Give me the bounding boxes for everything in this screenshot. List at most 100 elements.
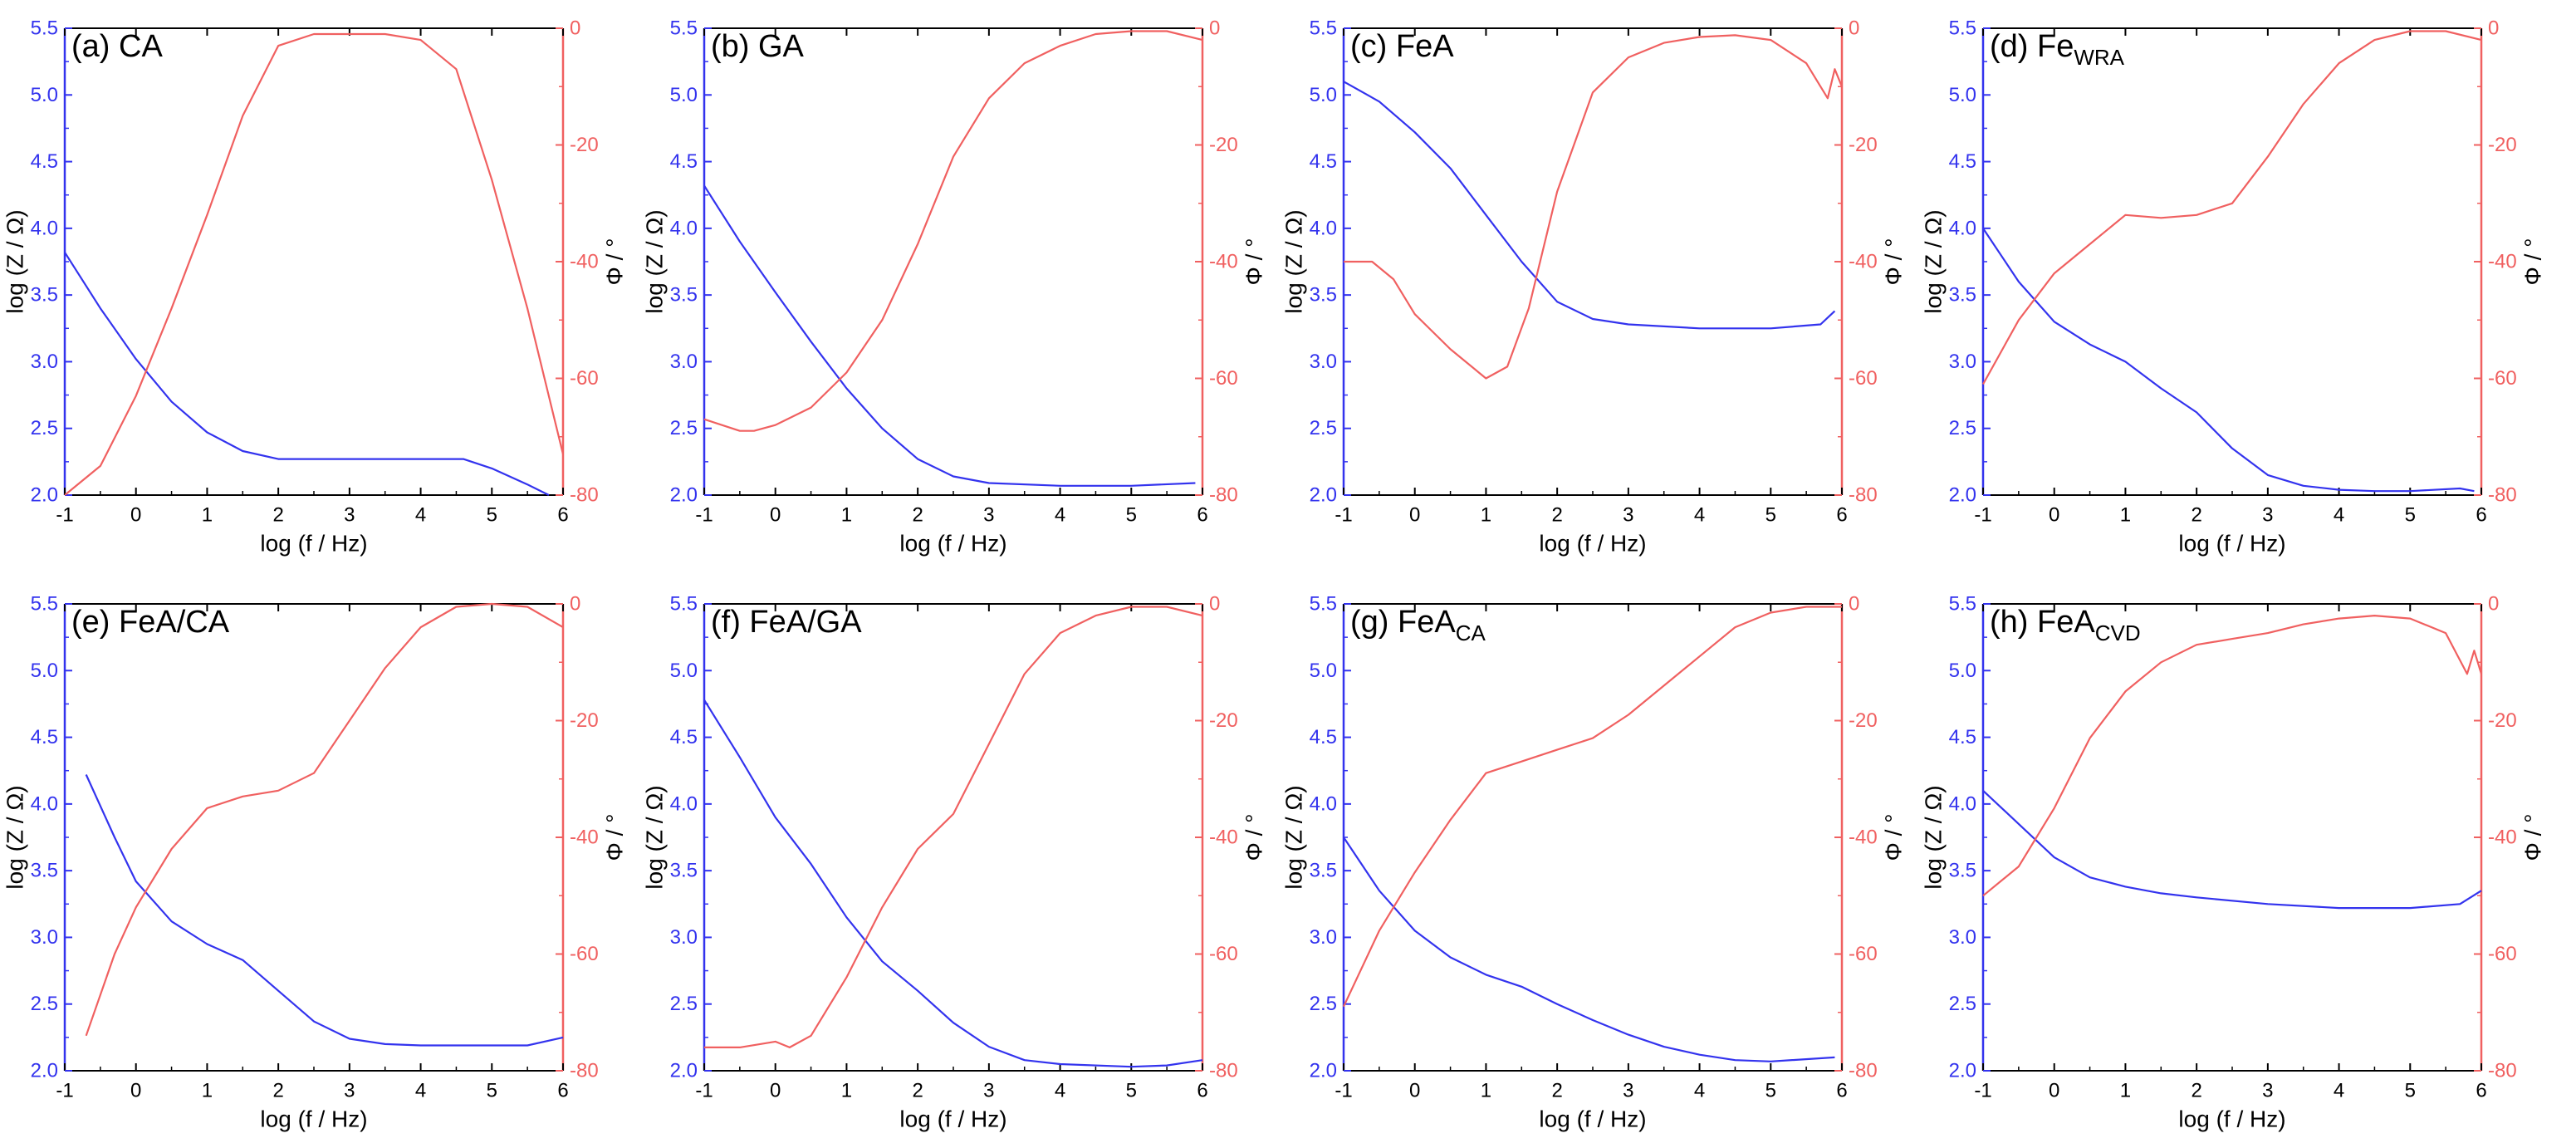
- left-y-tick-label: 3.5: [1949, 860, 1976, 882]
- left-y-tick-label: 2.0: [31, 484, 58, 507]
- impedance-line: [703, 699, 1203, 1068]
- right-y-tick-label: -20: [1209, 709, 1238, 732]
- left-y-tick-label: 3.5: [31, 860, 58, 882]
- right-y-axis-label: Φ / °: [1241, 238, 1267, 286]
- right-y-tick-label: 0: [570, 17, 580, 40]
- left-y-tick-label: 3.0: [31, 351, 58, 373]
- left-y-tick-label: 4.0: [1949, 217, 1976, 239]
- x-tick-label: 0: [2049, 1080, 2059, 1102]
- left-y-tick-label: 2.5: [31, 993, 58, 1015]
- left-y-tick-label: 3.0: [670, 351, 698, 373]
- phase-line: [704, 606, 1203, 1049]
- right-y-tick-label: -60: [570, 367, 599, 390]
- impedance-line: [85, 774, 564, 1047]
- left-y-axis-label: log (Z / Ω): [642, 785, 668, 889]
- panel-title-main: (f) FeA/GA: [711, 605, 862, 640]
- x-tick-label: 6: [2476, 1080, 2486, 1102]
- right-y-axis-label: Φ / °: [602, 814, 628, 861]
- left-y-tick-label: 4.0: [31, 217, 58, 239]
- panel-title-subscript: CVD: [2095, 621, 2141, 645]
- left-y-tick-label: 5.0: [31, 84, 58, 106]
- right-y-tick-label: -20: [570, 134, 599, 156]
- left-y-tick-label: 4.0: [670, 792, 698, 815]
- right-y-tick-label: -60: [1849, 367, 1878, 390]
- left-y-tick-label: 4.0: [670, 217, 698, 239]
- left-y-tick-label: 5.0: [1310, 660, 1337, 682]
- right-y-tick-label: -20: [2488, 134, 2517, 156]
- left-y-tick-label: 5.0: [1310, 84, 1337, 106]
- x-tick-label: 0: [1409, 504, 1420, 527]
- x-axis-label: log (f / Hz): [899, 1106, 1006, 1132]
- right-y-tick-label: -40: [1209, 827, 1238, 849]
- left-y-tick-label: 4.5: [670, 726, 698, 748]
- impedance-line: [1343, 81, 1836, 330]
- x-tick-label: 2: [1551, 1080, 1562, 1102]
- right-y-tick-label: -80: [2488, 1060, 2517, 1082]
- x-tick-label: 5: [487, 1080, 497, 1102]
- left-y-tick-label: 2.0: [31, 1060, 58, 1082]
- left-y-tick-label: 5.0: [1949, 660, 1976, 682]
- left-y-tick-label: 3.5: [31, 284, 58, 307]
- x-tick-label: 5: [487, 504, 497, 527]
- left-y-tick-label: 4.5: [1949, 726, 1976, 748]
- left-y-tick-label: 2.5: [670, 417, 698, 439]
- right-y-tick-label: -60: [1209, 943, 1238, 965]
- x-tick-label: 6: [2476, 504, 2486, 527]
- x-tick-label: 3: [1623, 1080, 1633, 1102]
- left-y-tick-label: 2.0: [1310, 484, 1337, 507]
- impedance-line: [1982, 228, 2475, 493]
- left-y-tick-label: 3.0: [31, 926, 58, 949]
- left-y-tick-label: 4.0: [1949, 792, 1976, 815]
- left-y-tick-label: 3.5: [670, 860, 698, 882]
- left-y-tick-label: 4.0: [1310, 217, 1337, 239]
- panel-title: (f) FeA/GA: [711, 605, 862, 640]
- left-y-tick-label: 5.5: [1310, 17, 1337, 40]
- left-y-axis-label: log (Z / Ω): [1281, 209, 1307, 313]
- x-tick-label: 6: [557, 504, 568, 527]
- x-tick-label: 1: [202, 504, 213, 527]
- x-axis-label: log (f / Hz): [1539, 1106, 1646, 1132]
- right-y-tick-label: -60: [1849, 943, 1878, 965]
- impedance-line: [1343, 836, 1835, 1062]
- impedance-line: [64, 252, 550, 496]
- x-tick-label: 5: [1765, 1080, 1776, 1102]
- left-y-axis-label: log (Z / Ω): [642, 209, 668, 313]
- left-y-tick-label: 2.0: [1310, 1060, 1337, 1082]
- right-y-tick-label: 0: [1849, 17, 1859, 40]
- right-y-tick-label: -40: [570, 827, 599, 849]
- x-axis-label: log (f / Hz): [899, 531, 1006, 557]
- x-tick-label: 6: [1197, 504, 1207, 527]
- left-y-tick-label: 5.5: [670, 593, 698, 616]
- left-y-tick-label: 5.5: [670, 17, 698, 40]
- right-y-tick-label: -40: [1849, 251, 1878, 273]
- x-tick-label: 4: [1055, 504, 1065, 527]
- right-y-axis-label: Φ / °: [602, 238, 628, 286]
- x-tick-label: 2: [912, 504, 923, 527]
- right-y-tick-label: -20: [2488, 709, 2517, 732]
- x-tick-label: -1: [695, 1080, 713, 1102]
- x-tick-label: 6: [557, 1080, 568, 1102]
- x-tick-label: 0: [130, 504, 141, 527]
- left-y-axis-label: log (Z / Ω): [1921, 209, 1947, 313]
- phase-line: [1344, 34, 1844, 380]
- left-y-tick-label: 3.5: [1310, 284, 1337, 307]
- left-y-tick-label: 2.0: [670, 484, 698, 507]
- x-axis-label: log (f / Hz): [1539, 531, 1646, 557]
- phase-line: [1343, 606, 1842, 1008]
- impedance-line: [1982, 789, 2482, 910]
- panel-b: -1 0 1 2 3 4 5 6 2.0 2.5 3.0 3.5 4.0 4.5 5.0 5.5 -80 -60 -…: [642, 17, 1267, 557]
- phase-line: [703, 30, 1203, 432]
- left-y-tick-label: 4.5: [670, 150, 698, 173]
- left-y-axis-label: log (Z / Ω): [1281, 785, 1307, 889]
- right-y-tick-label: -60: [570, 943, 599, 965]
- panel-f: -1 0 1 2 3 4 5 6 2.0 2.5 3.0 3.5 4.0 4.5 5.0 5.5 -80 -60 -…: [642, 593, 1267, 1132]
- x-tick-label: 1: [1481, 1080, 1491, 1102]
- panel-g: -1 0 1 2 3 4 5 6 2.0 2.5 3.0 3.5 4.0 4.5 5.0 5.5 -80 -60 -…: [1281, 593, 1907, 1132]
- panel-title: (g) FeACA: [1350, 605, 1486, 645]
- right-y-tick-label: 0: [2488, 593, 2499, 616]
- right-y-tick-label: -20: [1209, 134, 1238, 156]
- x-tick-label: 6: [1197, 1080, 1207, 1102]
- phase-line: [85, 602, 564, 1037]
- x-tick-label: 1: [841, 1080, 852, 1102]
- left-y-tick-label: 4.5: [31, 726, 58, 748]
